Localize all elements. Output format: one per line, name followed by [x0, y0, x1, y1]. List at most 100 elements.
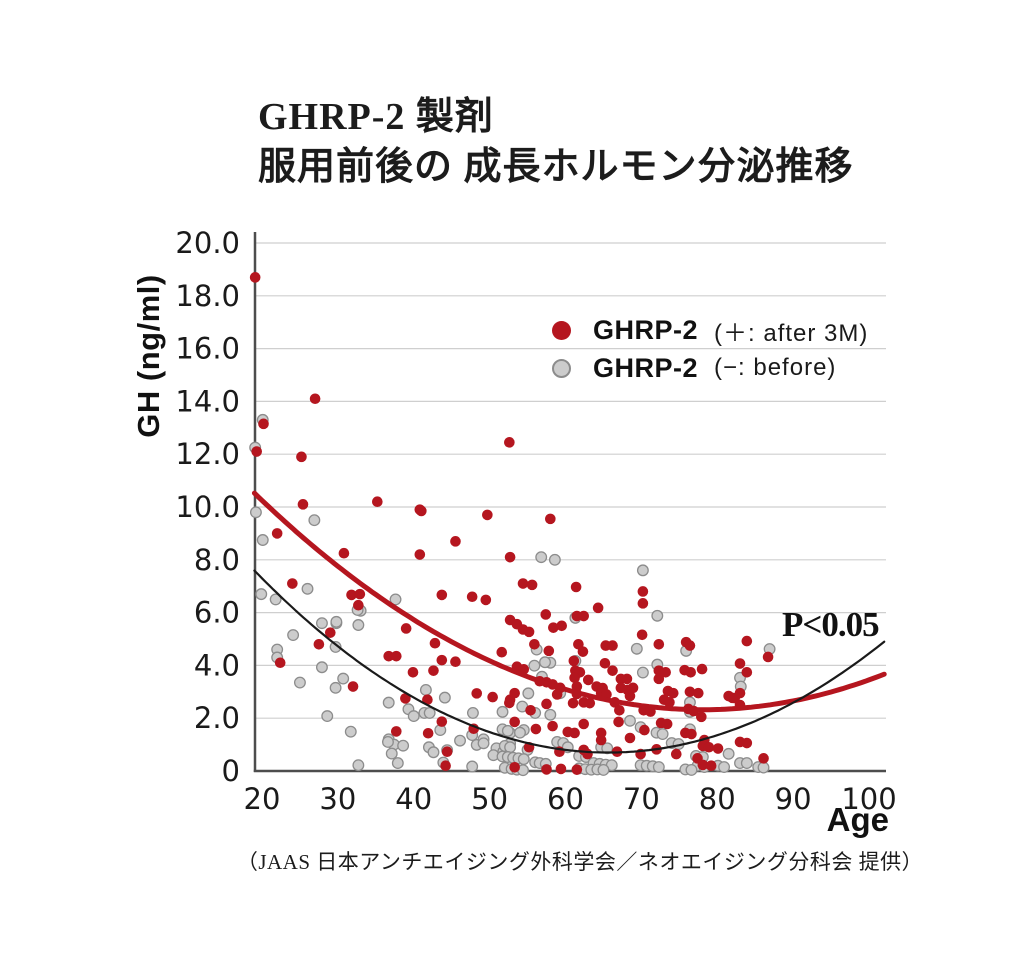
scatter-point-after: [309, 393, 321, 405]
scatter-point-after: [660, 666, 671, 678]
scatter-point-after: [400, 623, 412, 634]
chart-title-line2: 服用前後の 成長ホルモン分泌推移: [258, 146, 854, 188]
scatter-point-before: [301, 582, 314, 595]
scatter-point-after: [697, 759, 709, 771]
scatter-point-after: [249, 272, 261, 283]
x-tick-label: 90: [775, 782, 812, 816]
scatter-point-after: [551, 689, 563, 700]
x-tick-label: 70: [623, 782, 660, 816]
scatter-point-before: [337, 672, 350, 685]
scatter-point-after: [509, 762, 520, 773]
scatter-point-after: [661, 718, 673, 730]
scatter-point-after: [313, 638, 325, 650]
scatter-point-before: [636, 666, 649, 679]
scatter-point-after: [296, 451, 307, 463]
scatter-point-before: [501, 724, 514, 737]
legend-qualifier-before: (−: before): [714, 354, 837, 381]
scatter-point-after: [705, 760, 717, 772]
y-tick-label: 12.0: [175, 437, 240, 471]
scatter-point-after: [599, 657, 611, 669]
scatter-point-before: [528, 659, 541, 672]
y-tick-label: 4.0: [194, 648, 240, 682]
scatter-point-before: [382, 696, 395, 709]
scatter-point-after: [440, 760, 451, 772]
scatter-point-after: [627, 682, 639, 694]
scatter-point-after: [570, 581, 582, 593]
scatter-point-after: [450, 536, 461, 547]
scatter-point-after: [664, 697, 675, 708]
scatter-point-after: [653, 638, 665, 650]
x-tick-label: 20: [244, 782, 281, 816]
scatter-point-after: [670, 748, 682, 760]
x-tick-label: 80: [699, 782, 736, 816]
scatter-point-after: [509, 716, 520, 728]
scatter-point-before: [624, 714, 636, 727]
scatter-point-after: [400, 693, 411, 704]
scatter-point-after: [428, 665, 439, 676]
scatter-point-after: [624, 732, 636, 744]
scatter-point-before: [466, 760, 479, 773]
scatter-point-before: [256, 534, 269, 546]
chart-title-line1: GHRP-2 製剤: [258, 96, 494, 138]
scatter-point-after: [436, 654, 448, 666]
scatter-point-after: [734, 687, 746, 699]
legend-name-after: GHRP-2: [593, 314, 699, 345]
scatter-point-after: [504, 551, 516, 563]
scatter-point-after: [685, 666, 696, 678]
scatter-point-after: [441, 746, 453, 758]
scatter-point-before: [438, 691, 451, 704]
scatter-point-after: [450, 656, 461, 668]
scatter-point-after: [529, 638, 540, 650]
y-tick-label: 2.0: [194, 701, 240, 735]
scatter-point-before: [636, 564, 649, 577]
scatter-point-before: [269, 593, 282, 606]
scatter-point-after: [571, 681, 583, 692]
scatter-point-after: [762, 651, 774, 663]
scatter-point-after: [607, 640, 618, 651]
scatter-point-after: [436, 589, 448, 601]
scatter-point-after: [703, 741, 715, 753]
y-tick-label: 18.0: [175, 279, 240, 313]
scatter-point-before: [477, 737, 490, 750]
scatter-point-after: [509, 687, 520, 699]
scatter-point-after: [595, 734, 607, 746]
scatter-point-after: [653, 673, 665, 685]
scatter-point-before: [287, 629, 300, 641]
scatter-point-before: [722, 747, 735, 760]
scatter-point-after: [734, 658, 746, 669]
scatter-point-after: [555, 763, 567, 775]
scatter-point-after: [530, 723, 542, 735]
scatter-point-before: [249, 506, 262, 519]
scatter-point-after: [540, 609, 552, 620]
scatter-point-after: [482, 509, 493, 521]
scatter-point-after: [607, 665, 618, 676]
scatter-point-before: [597, 763, 610, 776]
y-tick-label: 14.0: [175, 384, 240, 418]
scatter-point-after: [414, 549, 426, 560]
scatter-point-after: [414, 504, 426, 515]
scatter-point-after: [696, 711, 707, 723]
scatter-point-after: [667, 687, 679, 699]
scatter-point-before: [504, 741, 517, 754]
scatter-point-before: [466, 706, 479, 719]
legend-item-after: GHRP-2 (＋: after 3M): [552, 311, 868, 349]
legend-qualifier-after: (＋: after 3M): [714, 319, 869, 347]
scatter-point-before: [385, 747, 398, 760]
scatter-point-before: [308, 514, 321, 527]
scatter-point-after: [639, 724, 650, 736]
scatter-point-before: [330, 615, 343, 628]
scatter-point-after: [741, 666, 753, 678]
scatter-point-after: [523, 626, 535, 638]
scatter-point-after: [741, 737, 753, 749]
scatter-point-after: [354, 588, 366, 600]
y-tick-label: 20.0: [175, 226, 240, 260]
x-tick-label: 60: [547, 782, 584, 816]
scatter-point-after: [480, 594, 492, 606]
scatter-point-before: [535, 551, 548, 564]
legend-item-before: GHRP-2 (−: before): [552, 349, 836, 387]
scatter-point-after: [613, 716, 624, 728]
scatter-point-before: [293, 676, 306, 689]
scatter-point-after: [346, 589, 357, 601]
scatter-point-after: [541, 698, 552, 710]
